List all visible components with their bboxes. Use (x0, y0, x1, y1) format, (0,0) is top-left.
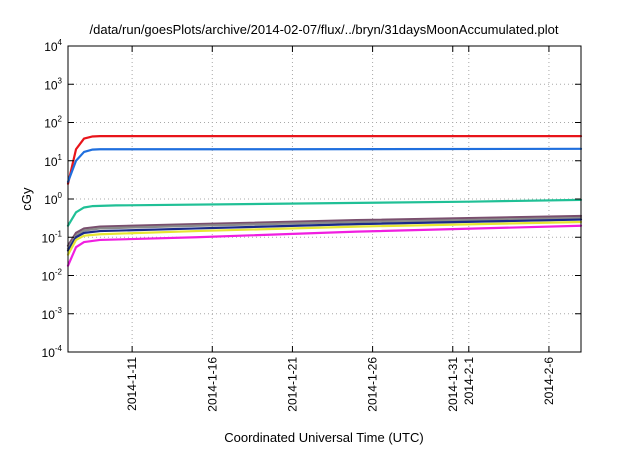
y-tick-label: 10-3 (42, 306, 63, 322)
y-tick-label: 100 (44, 191, 62, 207)
y-tick-label: 102 (44, 115, 62, 131)
x-tick-label: 2014-1-21 (285, 357, 299, 412)
series-line-7 (66, 220, 583, 256)
x-tick-label: 2014-2-6 (542, 357, 556, 405)
grid-layer (68, 46, 581, 352)
y-tick-labels: 10-4 10-3 10-2 10-1 100 101 102 103 104 (42, 38, 63, 360)
series-line-3 (66, 198, 583, 227)
series-line-1 (66, 135, 583, 185)
series-line-2 (66, 147, 583, 183)
x-tick-label: 2014-1-16 (205, 357, 219, 412)
series-line-4 (66, 214, 583, 247)
y-tick-label: 101 (44, 153, 62, 169)
chart-title: /data/run/goesPlots/archive/2014-02-07/f… (90, 22, 559, 37)
y-tick-label: 10-2 (42, 268, 63, 284)
x-tick-label: 2014-2-1 (462, 357, 476, 405)
series-line-8 (66, 224, 583, 267)
series-line-5 (66, 216, 583, 250)
x-axis-title: Coordinated Universal Time (UTC) (224, 430, 423, 445)
y-axis-title: cGy (19, 187, 34, 211)
y-tick-label: 103 (44, 76, 62, 92)
series-line-6 (66, 218, 583, 252)
tick-layer (68, 45, 581, 353)
y-tick-label: 10-1 (42, 229, 63, 245)
x-tick-label: 2014-1-31 (446, 357, 460, 412)
y-tick-label: 10-4 (42, 344, 63, 360)
y-tick-label: 104 (44, 38, 62, 54)
x-tick-label: 2014-1-26 (366, 357, 380, 412)
x-tick-label: 2014-1-11 (125, 357, 139, 411)
series-layer (66, 135, 583, 267)
x-tick-labels: 2014-1-11 2014-1-16 2014-1-21 2014-1-26 2014… (125, 357, 556, 412)
